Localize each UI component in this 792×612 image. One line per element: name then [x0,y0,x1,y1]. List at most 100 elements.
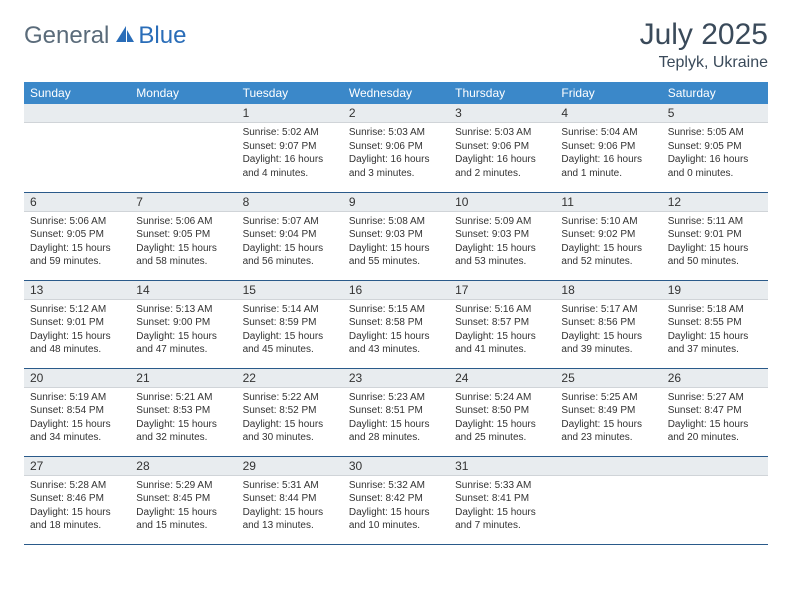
day-number: 3 [449,104,555,123]
sunset-line: Sunset: 8:44 PM [243,492,337,506]
day-body: Sunrise: 5:17 AMSunset: 8:56 PMDaylight:… [555,300,661,361]
sunset-line: Sunset: 8:59 PM [243,316,337,330]
day-number: 12 [662,193,768,212]
day-number: 27 [24,457,130,476]
day-body: Sunrise: 5:07 AMSunset: 9:04 PMDaylight:… [237,212,343,273]
day-number: 9 [343,193,449,212]
sunrise-line: Sunrise: 5:19 AM [30,391,124,405]
logo-sail-icon [114,24,136,49]
sunrise-line: Sunrise: 5:24 AM [455,391,549,405]
daylight-line: Daylight: 16 hours and 2 minutes. [455,153,549,180]
day-body-empty [555,476,661,483]
day-cell: 3Sunrise: 5:03 AMSunset: 9:06 PMDaylight… [449,104,555,192]
col-sunday: Sunday [24,82,130,104]
day-cell: 20Sunrise: 5:19 AMSunset: 8:54 PMDayligh… [24,368,130,456]
week-row: 13Sunrise: 5:12 AMSunset: 9:01 PMDayligh… [24,280,768,368]
sunset-line: Sunset: 8:46 PM [30,492,124,506]
sunrise-line: Sunrise: 5:23 AM [349,391,443,405]
day-body: Sunrise: 5:15 AMSunset: 8:58 PMDaylight:… [343,300,449,361]
sunset-line: Sunset: 8:58 PM [349,316,443,330]
day-cell: 27Sunrise: 5:28 AMSunset: 8:46 PMDayligh… [24,456,130,544]
day-cell: 30Sunrise: 5:32 AMSunset: 8:42 PMDayligh… [343,456,449,544]
logo-text-general: General [24,22,109,50]
day-number: 6 [24,193,130,212]
daylight-line: Daylight: 15 hours and 32 minutes. [136,418,230,445]
day-body-empty [130,123,236,130]
day-body: Sunrise: 5:24 AMSunset: 8:50 PMDaylight:… [449,388,555,449]
sunrise-line: Sunrise: 5:03 AM [349,126,443,140]
daylight-line: Daylight: 16 hours and 4 minutes. [243,153,337,180]
day-number: 28 [130,457,236,476]
day-cell: 5Sunrise: 5:05 AMSunset: 9:05 PMDaylight… [662,104,768,192]
day-body: Sunrise: 5:06 AMSunset: 9:05 PMDaylight:… [130,212,236,273]
daylight-line: Daylight: 15 hours and 55 minutes. [349,242,443,269]
week-row: 20Sunrise: 5:19 AMSunset: 8:54 PMDayligh… [24,368,768,456]
sunrise-line: Sunrise: 5:08 AM [349,215,443,229]
day-body: Sunrise: 5:03 AMSunset: 9:06 PMDaylight:… [343,123,449,184]
day-body: Sunrise: 5:14 AMSunset: 8:59 PMDaylight:… [237,300,343,361]
day-cell: 8Sunrise: 5:07 AMSunset: 9:04 PMDaylight… [237,192,343,280]
day-number-empty [662,457,768,476]
day-cell: 28Sunrise: 5:29 AMSunset: 8:45 PMDayligh… [130,456,236,544]
sunrise-line: Sunrise: 5:11 AM [668,215,762,229]
daylight-line: Daylight: 15 hours and 23 minutes. [561,418,655,445]
day-cell: 10Sunrise: 5:09 AMSunset: 9:03 PMDayligh… [449,192,555,280]
col-friday: Friday [555,82,661,104]
day-cell: 14Sunrise: 5:13 AMSunset: 9:00 PMDayligh… [130,280,236,368]
col-tuesday: Tuesday [237,82,343,104]
daylight-line: Daylight: 15 hours and 37 minutes. [668,330,762,357]
day-cell: 4Sunrise: 5:04 AMSunset: 9:06 PMDaylight… [555,104,661,192]
daylight-line: Daylight: 15 hours and 18 minutes. [30,506,124,533]
day-number: 8 [237,193,343,212]
day-cell: 12 Sunrise: 5:11 AMSunset: 9:01 PMDayligh… [662,192,768,280]
day-body: Sunrise: 5:25 AMSunset: 8:49 PMDaylight:… [555,388,661,449]
sunset-line: Sunset: 9:03 PM [349,228,443,242]
day-cell: 29Sunrise: 5:31 AMSunset: 8:44 PMDayligh… [237,456,343,544]
day-body: Sunrise: 5:28 AMSunset: 8:46 PMDaylight:… [24,476,130,537]
sunrise-line: Sunrise: 5:06 AM [136,215,230,229]
sunrise-line: Sunrise: 5:21 AM [136,391,230,405]
day-cell: 13Sunrise: 5:12 AMSunset: 9:01 PMDayligh… [24,280,130,368]
day-cell: 17Sunrise: 5:16 AMSunset: 8:57 PMDayligh… [449,280,555,368]
sunset-line: Sunset: 8:49 PM [561,404,655,418]
sunrise-line: Sunrise: 5:15 AM [349,303,443,317]
sunrise-line: Sunrise: 5:14 AM [243,303,337,317]
day-cell [24,104,130,192]
sunset-line: Sunset: 8:45 PM [136,492,230,506]
sunrise-line: Sunrise: 5:12 AM [30,303,124,317]
day-body: Sunrise: 5:29 AMSunset: 8:45 PMDaylight:… [130,476,236,537]
day-number-empty [24,104,130,123]
day-body: Sunrise: 5:06 AMSunset: 9:05 PMDaylight:… [24,212,130,273]
sunrise-line: Sunrise: 5:02 AM [243,126,337,140]
day-cell: 16Sunrise: 5:15 AMSunset: 8:58 PMDayligh… [343,280,449,368]
day-cell: 11Sunrise: 5:10 AMSunset: 9:02 PMDayligh… [555,192,661,280]
calendar-page: General Blue July 2025 Teplyk, Ukraine S… [0,0,792,557]
day-number: 23 [343,369,449,388]
sunset-line: Sunset: 9:06 PM [561,140,655,154]
day-number: 18 [555,281,661,300]
daylight-line: Daylight: 15 hours and 58 minutes. [136,242,230,269]
daylight-line: Daylight: 15 hours and 50 minutes. [668,242,762,269]
col-wednesday: Wednesday [343,82,449,104]
day-number: 21 [130,369,236,388]
day-header-row: Sunday Monday Tuesday Wednesday Thursday… [24,82,768,104]
day-number: 1 [237,104,343,123]
week-row: 27Sunrise: 5:28 AMSunset: 8:46 PMDayligh… [24,456,768,544]
sunset-line: Sunset: 8:41 PM [455,492,549,506]
sunrise-line: Sunrise: 5:05 AM [668,126,762,140]
sunrise-line: Sunrise: 5:22 AM [243,391,337,405]
day-body: Sunrise: 5:18 AMSunset: 8:55 PMDaylight:… [662,300,768,361]
sunrise-line: Sunrise: 5:07 AM [243,215,337,229]
daylight-line: Daylight: 15 hours and 39 minutes. [561,330,655,357]
daylight-line: Daylight: 15 hours and 53 minutes. [455,242,549,269]
col-thursday: Thursday [449,82,555,104]
day-number: 29 [237,457,343,476]
sunrise-line: Sunrise: 5:33 AM [455,479,549,493]
sunset-line: Sunset: 8:57 PM [455,316,549,330]
week-row: 1Sunrise: 5:02 AMSunset: 9:07 PMDaylight… [24,104,768,192]
sunset-line: Sunset: 8:42 PM [349,492,443,506]
sunset-line: Sunset: 9:01 PM [668,228,762,242]
day-cell [662,456,768,544]
daylight-line: Daylight: 16 hours and 0 minutes. [668,153,762,180]
day-cell: 31Sunrise: 5:33 AMSunset: 8:41 PMDayligh… [449,456,555,544]
